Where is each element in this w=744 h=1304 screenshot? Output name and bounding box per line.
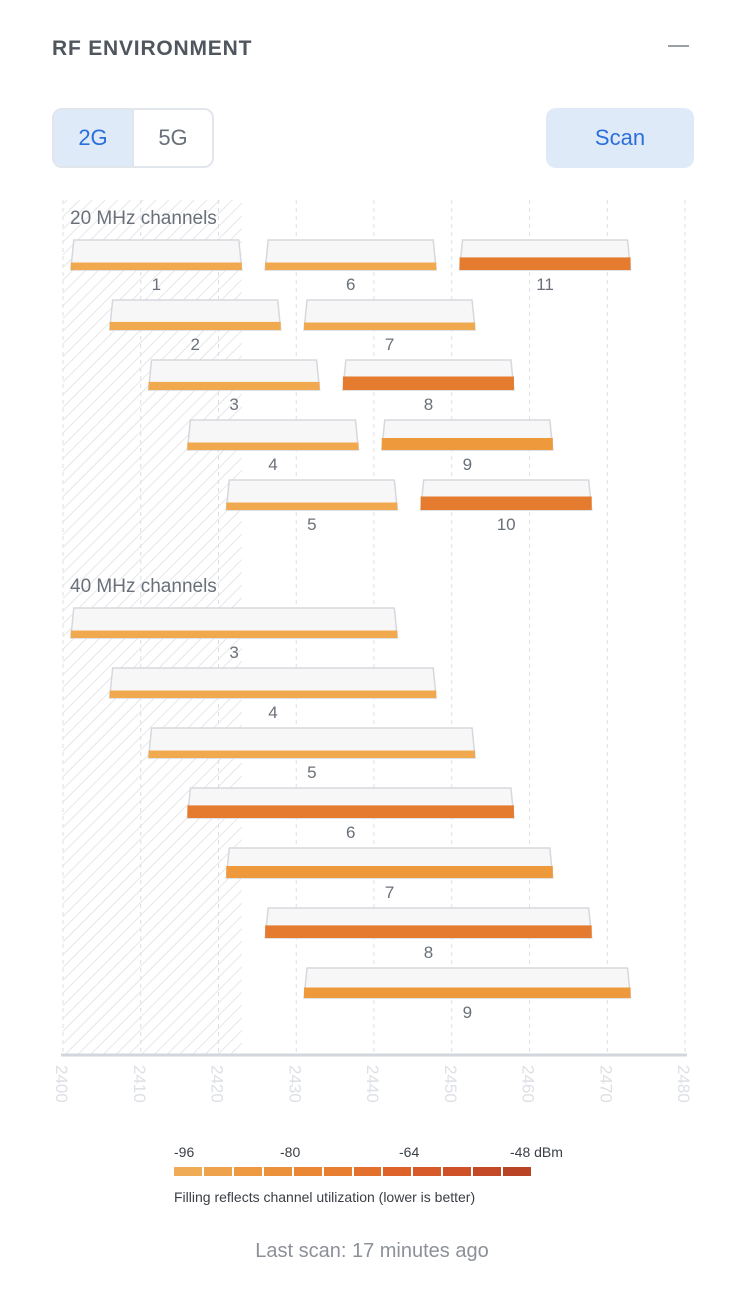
channel-utilization-fill — [459, 257, 631, 270]
legend-swatch — [503, 1167, 532, 1176]
channel-utilization-fill — [342, 376, 514, 390]
channel-utilization-fill — [148, 381, 320, 390]
x-tick-label: 2400 — [52, 1065, 71, 1103]
x-tick-label: 2420 — [208, 1065, 227, 1103]
channel-utilization-fill — [304, 987, 631, 998]
channel-label: 3 — [229, 395, 238, 414]
section-title: RF ENVIRONMENT — [52, 37, 253, 60]
channel-utilization-fill — [70, 630, 398, 638]
band-option-2g[interactable]: 2G — [54, 110, 132, 166]
x-tick-label: 2440 — [363, 1065, 382, 1103]
legend-swatch — [353, 1167, 382, 1176]
channel-label: 11 — [536, 275, 554, 294]
channel-label: 3 — [229, 643, 238, 662]
legend-tick: -64 — [399, 1144, 420, 1160]
x-tick-label: 2450 — [441, 1065, 460, 1103]
channel-label: 4 — [268, 703, 277, 722]
channel-label: 2 — [190, 335, 199, 354]
group-label: 40 MHz channels — [70, 576, 217, 597]
channel-label: 1 — [152, 275, 161, 294]
band-toggle[interactable]: 2G 5G — [52, 108, 214, 168]
x-tick-label: 2470 — [596, 1065, 615, 1103]
legend-swatch — [443, 1167, 472, 1176]
channel-utilization-fill — [265, 925, 592, 938]
channel-label: 6 — [346, 275, 355, 294]
channel-utilization-fill — [109, 690, 437, 698]
legend-swatch — [413, 1167, 442, 1176]
legend-swatch — [203, 1167, 232, 1176]
channel-label: 6 — [346, 823, 355, 842]
channel-utilization-fill — [381, 438, 553, 450]
channel-label: 5 — [307, 515, 316, 534]
x-tick-label: 2410 — [130, 1065, 149, 1103]
channel-label: 7 — [385, 335, 394, 354]
channel-utilization-fill — [226, 866, 553, 878]
x-tick-label: 2460 — [519, 1065, 538, 1103]
channel-label: 4 — [268, 455, 277, 474]
channel-utilization-fill — [420, 496, 592, 510]
channel-label: 5 — [307, 763, 316, 782]
legend-swatch — [473, 1167, 502, 1176]
legend-tick: -48 dBm — [510, 1144, 563, 1160]
channel-label: 7 — [385, 883, 394, 902]
legend-swatch — [293, 1167, 322, 1176]
legend-swatch — [233, 1167, 262, 1176]
band-option-5g[interactable]: 5G — [132, 110, 212, 166]
legend-swatch — [323, 1167, 352, 1176]
legend-color-scale — [174, 1167, 532, 1176]
channel-utilization-fill — [109, 321, 281, 330]
scan-button[interactable]: Scan — [546, 108, 694, 168]
legend-swatch — [383, 1167, 412, 1176]
channel-utilization-fill — [265, 262, 437, 270]
channel-label: 8 — [424, 395, 433, 414]
legend-note: Filling reflects channel utilization (lo… — [174, 1189, 476, 1205]
channel-label: 9 — [463, 455, 472, 474]
legend-swatch — [263, 1167, 292, 1176]
channel-utilization-fill — [226, 502, 398, 510]
collapse-icon[interactable] — [668, 45, 689, 47]
channel-utilization-fill — [187, 442, 359, 450]
x-tick-label: 2480 — [674, 1065, 693, 1103]
channel-utilization-fill — [304, 322, 476, 330]
x-tick-label: 2430 — [285, 1065, 304, 1103]
channel-utilization-fill — [70, 262, 242, 270]
legend-swatch — [174, 1167, 202, 1176]
group-label: 20 MHz channels — [70, 208, 217, 229]
utilization-legend: -96 -80 -64 -48 dBm Filling reflects cha… — [174, 1144, 594, 1205]
channel-utilization-fill — [187, 805, 514, 818]
legend-tick: -80 — [280, 1144, 301, 1160]
legend-tick: -96 — [174, 1144, 195, 1160]
channel-utilization-fill — [148, 750, 476, 758]
channel-label: 8 — [424, 943, 433, 962]
channel-label: 10 — [497, 515, 516, 534]
last-scan-status: Last scan: 17 minutes ago — [255, 1240, 489, 1262]
channel-label: 9 — [463, 1003, 472, 1022]
